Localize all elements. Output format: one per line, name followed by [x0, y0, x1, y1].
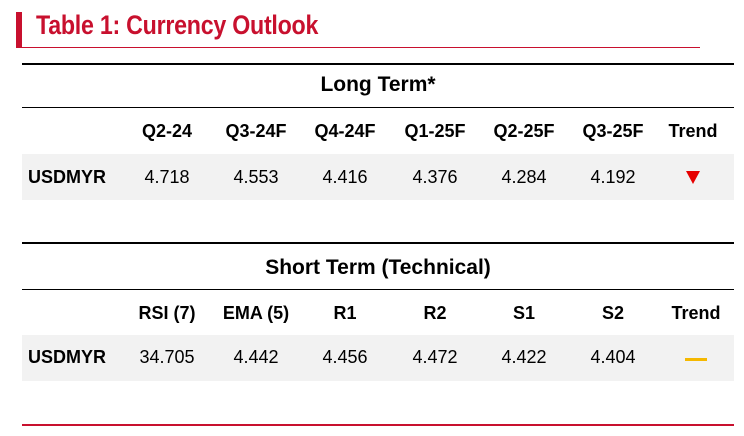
short-term-value: 4.472 [412, 347, 458, 367]
trend-flat-icon [685, 358, 707, 361]
title-accent-bar [16, 12, 22, 48]
short-term-row-label: USDMYR [28, 347, 107, 367]
trend-down-icon [686, 171, 700, 184]
long-term-heading-rule [22, 107, 734, 108]
short-term-heading-rule [22, 289, 734, 290]
long-term-heading: Long Term* [320, 73, 436, 96]
long-term-col-header: Trend [668, 121, 718, 141]
short-term-value: 4.422 [501, 347, 547, 367]
long-term-col-header: Q4-24F [314, 121, 376, 141]
long-term-value: 4.718 [144, 167, 190, 187]
short-term-heading: Short Term (Technical) [265, 256, 491, 279]
short-term-top-rule [22, 242, 734, 244]
short-term-col-header: R1 [333, 303, 357, 323]
long-term-value: 4.376 [412, 167, 458, 187]
long-term-value: 4.192 [590, 167, 636, 187]
short-term-col-header: RSI (7) [138, 303, 196, 323]
title-underline [16, 47, 700, 48]
long-term-col-header: Q2-24 [141, 121, 193, 141]
long-term-col-header: Q1-25F [404, 121, 466, 141]
long-term-data-row [22, 154, 734, 200]
bottom-rule [22, 424, 734, 426]
short-term-value: 4.456 [322, 347, 368, 367]
long-term-col-header: Q2-25F [493, 121, 555, 141]
short-term-data-row [22, 335, 734, 381]
long-term-value: 4.284 [501, 167, 547, 187]
short-term-col-header: EMA (5) [222, 303, 290, 323]
short-term-value: 4.442 [233, 347, 279, 367]
long-term-row-label: USDMYR [28, 167, 107, 187]
short-term-col-header: R2 [423, 303, 447, 323]
long-term-top-rule [22, 63, 734, 65]
long-term-col-header: Q3-25F [582, 121, 644, 141]
short-term-col-header: S1 [512, 303, 536, 323]
long-term-value: 4.416 [322, 167, 368, 187]
table-title: Table 1: Currency Outlook [36, 10, 319, 40]
short-term-value: 34.705 [139, 347, 195, 367]
long-term-value: 4.553 [233, 167, 279, 187]
short-term-col-header: Trend [671, 303, 721, 323]
short-term-col-header: S2 [601, 303, 625, 323]
short-term-value: 4.404 [590, 347, 636, 367]
long-term-col-header: Q3-24F [225, 121, 287, 141]
